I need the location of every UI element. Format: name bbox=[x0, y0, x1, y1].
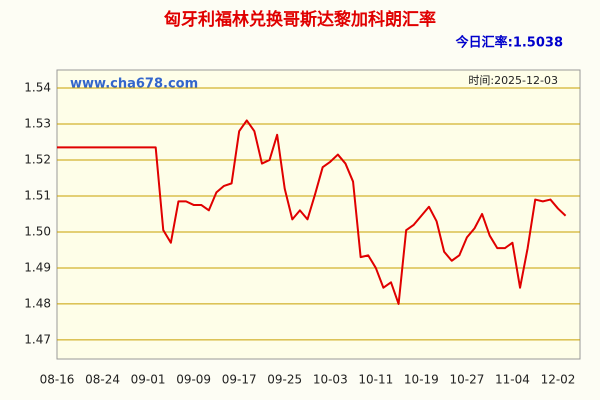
x-tick-label: 10-27 bbox=[449, 373, 484, 387]
current-rate: 今日汇率:1.5038 bbox=[455, 35, 563, 51]
x-tick-label: 10-11 bbox=[358, 373, 393, 387]
y-tick-label: 1.54 bbox=[24, 80, 51, 94]
chart-title: 匈牙利福林兑换哥斯达黎加科朗汇率 bbox=[163, 9, 436, 30]
x-tick-label: 09-01 bbox=[131, 373, 166, 387]
x-tick-label: 09-25 bbox=[267, 373, 302, 387]
date-note: 时间:2025-12-03 bbox=[468, 74, 558, 87]
y-tick-label: 1.50 bbox=[24, 224, 51, 238]
x-tick-label: 08-16 bbox=[40, 373, 75, 387]
y-tick-label: 1.51 bbox=[24, 188, 51, 202]
watermark: www.cha678.com bbox=[70, 77, 198, 92]
x-tick-label: 10-19 bbox=[404, 373, 439, 387]
y-tick-label: 1.53 bbox=[24, 116, 51, 130]
x-tick-label: 09-09 bbox=[176, 373, 211, 387]
x-tick-label: 10-03 bbox=[313, 373, 348, 387]
x-tick-label: 09-17 bbox=[222, 373, 257, 387]
x-tick-label: 12-02 bbox=[541, 373, 576, 387]
x-tick-label: 08-24 bbox=[85, 373, 120, 387]
rate-line bbox=[57, 119, 567, 305]
x-tick-label: 11-04 bbox=[495, 373, 530, 387]
y-tick-label: 1.52 bbox=[24, 152, 51, 166]
y-tick-label: 1.47 bbox=[24, 332, 51, 346]
y-tick-label: 1.49 bbox=[24, 260, 51, 274]
plot-area bbox=[56, 69, 581, 360]
y-tick-label: 1.48 bbox=[24, 296, 51, 310]
